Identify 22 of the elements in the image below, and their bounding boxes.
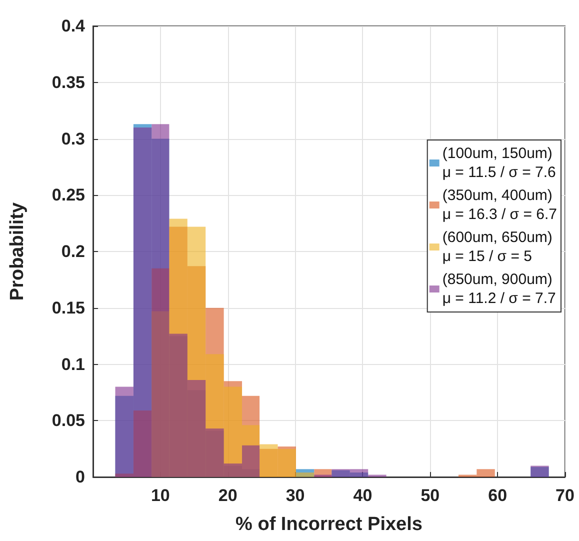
x-tick-label: 30: [286, 486, 305, 505]
y-tick-label: 0.4: [61, 16, 86, 36]
y-tick-label: 0.1: [61, 354, 85, 374]
y-tick-label: 0.15: [52, 298, 85, 318]
y-tick-label: 0: [76, 468, 85, 486]
y-axis-title: Probability: [7, 202, 28, 301]
x-tick-label: 70: [556, 486, 574, 505]
x-tick-label: 10: [150, 486, 170, 505]
x-tick-label: 20: [218, 486, 238, 505]
y-tick-label: 0.25: [52, 186, 85, 205]
legend-label: (350um, 400um) μ = 16.3 / σ = 6.7: [442, 187, 557, 223]
x-tick-label: 60: [488, 486, 508, 505]
y-tick-label: 0.3: [61, 129, 85, 148]
y-tick-label: 0.05: [52, 411, 85, 430]
legend-label: (850um, 900um) μ = 11.2 / σ = 7.7: [442, 271, 556, 307]
x-tick-label: 50: [420, 486, 440, 505]
y-tick-label: 0.35: [52, 72, 85, 92]
y-tick-label: 0.2: [61, 242, 85, 261]
x-tick-label: 40: [353, 486, 372, 505]
legend-label: (100um, 150um) μ = 11.5 / σ = 7.6: [442, 145, 556, 181]
legend-label: (600um, 650um) μ = 15 / σ = 5: [442, 229, 552, 265]
x-axis-title: % of Incorrect Pixels: [236, 514, 422, 535]
